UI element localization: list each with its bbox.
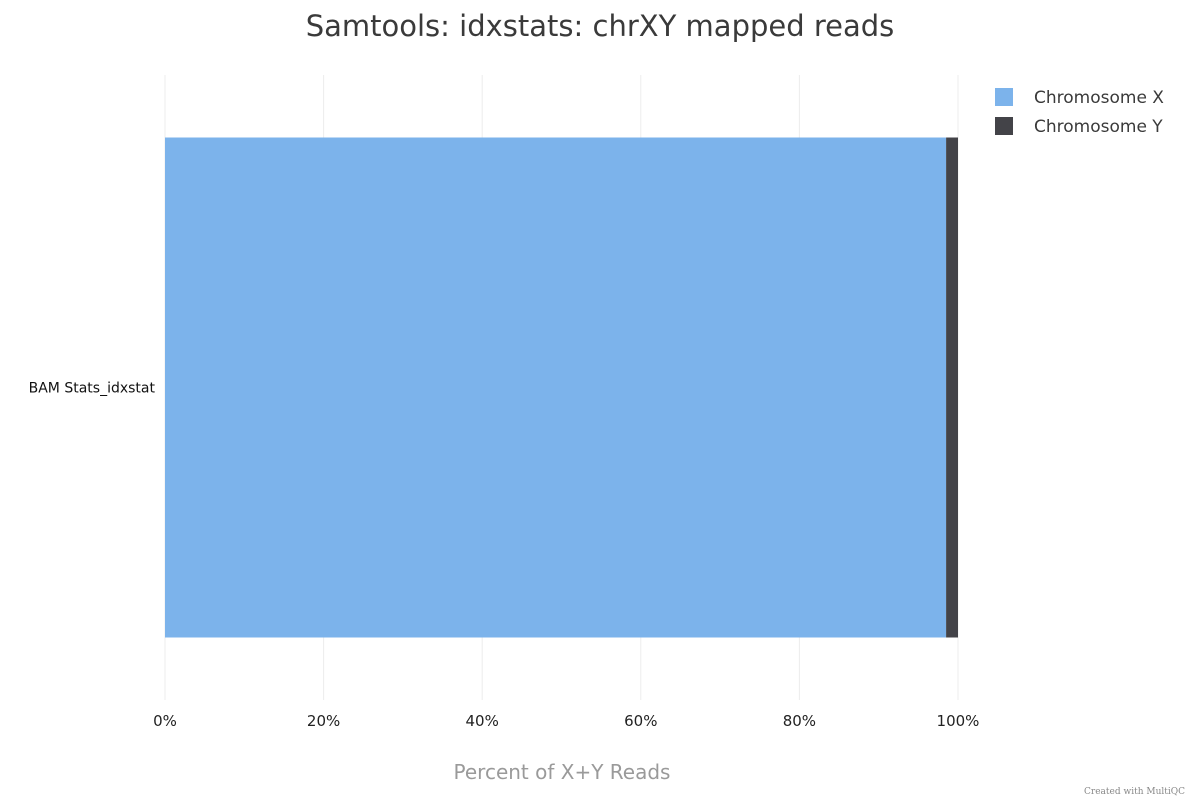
x-tick-label: 60%	[624, 712, 657, 730]
legend-label[interactable]: Chromosome X	[1034, 88, 1164, 108]
chart-title: Samtools: idxstats: chrXY mapped reads	[306, 9, 895, 43]
legend[interactable]: Chromosome X Chromosome Y	[995, 88, 1164, 137]
x-tick-label: 80%	[783, 712, 816, 730]
y-axis-categories: BAM Stats_idxstat	[29, 381, 156, 397]
x-axis-title: Percent of X+Y Reads	[454, 760, 671, 784]
x-tick-label: 0%	[153, 712, 177, 730]
legend-swatch[interactable]	[995, 88, 1013, 106]
bars	[165, 137, 958, 638]
legend-swatch[interactable]	[995, 117, 1013, 135]
x-axis-ticks: 0% 20% 40% 60% 80% 100%	[153, 712, 979, 730]
credit-text: Created with MultiQC	[1084, 787, 1185, 797]
x-tick-label: 20%	[307, 712, 340, 730]
x-tick-label: 40%	[466, 712, 499, 730]
bar-segment[interactable]	[946, 137, 958, 638]
category-label: BAM Stats_idxstat	[29, 381, 156, 397]
x-tick-label: 100%	[937, 712, 980, 730]
legend-label[interactable]: Chromosome Y	[1034, 117, 1163, 137]
bar-segment[interactable]	[165, 137, 947, 638]
